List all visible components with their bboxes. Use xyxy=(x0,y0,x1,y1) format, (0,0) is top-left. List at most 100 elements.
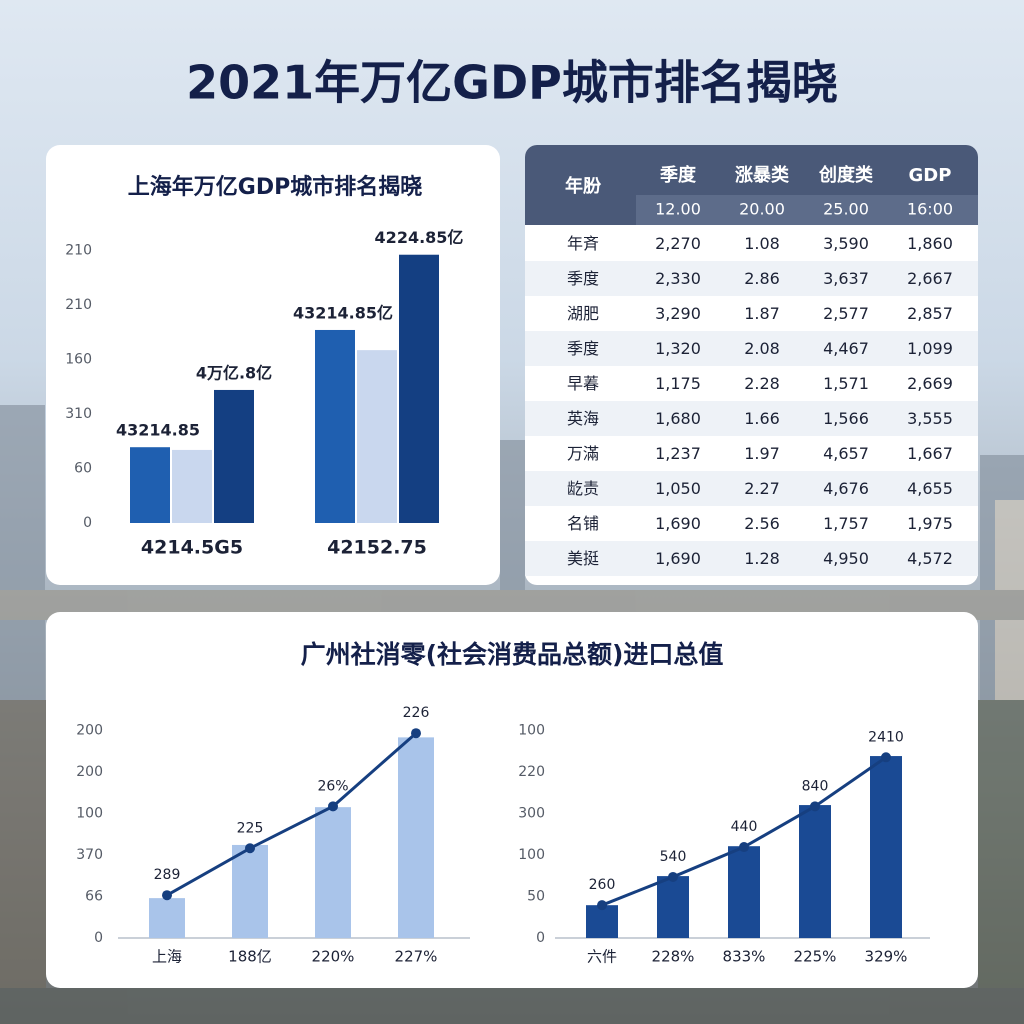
street xyxy=(0,988,1024,1024)
table-cell: 1.87 xyxy=(744,304,780,323)
table-row-bg xyxy=(525,296,978,331)
annotation: 260 xyxy=(589,877,616,893)
table-cell: 2,857 xyxy=(907,304,953,323)
annotation: 4224.85亿 xyxy=(375,228,464,247)
annotation: 289 xyxy=(154,867,181,883)
y-tick-label: 50 xyxy=(527,888,545,904)
table-header: 创度类 xyxy=(818,164,874,186)
panel-title: 广州社消零(社会消费品总额)进口总值 xyxy=(301,640,724,669)
y-tick-label: 100 xyxy=(76,805,103,821)
table-row-bg xyxy=(525,541,978,576)
bar xyxy=(149,898,185,938)
y-tick-label: 200 xyxy=(76,764,103,780)
annotation: 440 xyxy=(731,819,758,835)
x-tick-label: 833% xyxy=(723,948,766,966)
bar xyxy=(232,844,268,938)
table-cell: 季度 xyxy=(567,269,599,288)
skyline xyxy=(0,405,1024,1024)
annotation: 840 xyxy=(802,778,829,794)
table-cell: 湖肥 xyxy=(567,304,599,323)
table-cell: 2,577 xyxy=(823,304,869,323)
y-tick-label: 0 xyxy=(94,930,103,946)
annotation: 4万亿.8亿 xyxy=(196,363,272,382)
y-tick-label: 370 xyxy=(76,847,103,863)
table-cell: 美挺 xyxy=(567,549,599,568)
line-point xyxy=(739,842,749,853)
bar xyxy=(799,805,831,938)
y-tick-label: 210 xyxy=(65,297,92,313)
table-cell: 1,050 xyxy=(655,479,701,498)
table-subheader-bg xyxy=(636,195,978,225)
line-point xyxy=(810,801,820,812)
line xyxy=(166,732,417,897)
table-cell: 4,467 xyxy=(823,339,869,358)
y-tick-label: 160 xyxy=(65,351,92,367)
table-cell: 1,757 xyxy=(823,514,869,533)
annotation: 43214.85 xyxy=(116,421,200,440)
table-subheader: 16:00 xyxy=(907,200,953,219)
table-cell: 4,572 xyxy=(907,549,953,568)
table-row-bg xyxy=(525,331,978,366)
table-cell: 1.97 xyxy=(744,444,780,463)
table-cell: 万滿 xyxy=(567,444,599,463)
y-tick-label: 66 xyxy=(85,888,103,904)
table-cell: 4,657 xyxy=(823,444,869,463)
table-cell: 1,975 xyxy=(907,514,953,533)
table-header: 涨暴类 xyxy=(735,164,790,186)
line-point xyxy=(162,890,172,901)
table-cell: 2.28 xyxy=(744,374,780,393)
table-cell: 早萶 xyxy=(567,374,599,393)
bar xyxy=(172,449,212,523)
table-cell: 1.28 xyxy=(744,549,780,568)
table-cell: 1,690 xyxy=(655,549,701,568)
table-cell: 1,860 xyxy=(907,234,953,253)
table-cell: 英海 xyxy=(567,409,599,428)
table-cell: 2.56 xyxy=(744,514,780,533)
bar xyxy=(657,876,689,938)
x-tick-label: 228% xyxy=(652,948,695,966)
table-row-bg xyxy=(525,226,978,261)
table-subheader: 25.00 xyxy=(823,200,869,219)
x-tick-label: 329% xyxy=(865,948,908,966)
line-point xyxy=(597,900,607,911)
table-row-bg xyxy=(525,471,978,506)
y-tick-label: 0 xyxy=(83,515,92,531)
table-cell: 季度 xyxy=(567,339,599,358)
table-cell: 3,555 xyxy=(907,409,953,428)
table-cell: 年斉 xyxy=(567,234,599,253)
table-row-bg xyxy=(525,506,978,541)
annotation: 540 xyxy=(660,849,687,865)
y-tick-label: 0 xyxy=(536,930,545,946)
city-left xyxy=(0,700,46,1024)
table-cell: 2.08 xyxy=(744,339,780,358)
x-tick-label: 42152.75 xyxy=(327,537,427,559)
x-tick-label: 188亿 xyxy=(228,948,272,966)
table-subheader: 20.00 xyxy=(739,200,785,219)
x-tick-label: 上海 xyxy=(152,948,182,966)
table-cell: 3,637 xyxy=(823,269,869,288)
table-row-bg xyxy=(525,261,978,296)
building xyxy=(500,440,525,610)
table-cell: 1,690 xyxy=(655,514,701,533)
bar xyxy=(357,350,397,523)
annotation: 2410 xyxy=(868,729,904,745)
table-cell: 1,237 xyxy=(655,444,701,463)
x-tick-label: 225% xyxy=(794,948,837,966)
x-tick-label: 220% xyxy=(312,948,355,966)
y-tick-label: 310 xyxy=(65,406,92,422)
x-tick-label: 4214.5G5 xyxy=(141,537,243,559)
table-cell: 3,590 xyxy=(823,234,869,253)
line-point xyxy=(245,843,255,854)
table-cell: 1,566 xyxy=(823,409,869,428)
annotation: 26% xyxy=(317,778,348,794)
table-header: GDP xyxy=(909,165,952,186)
y-tick-label: 300 xyxy=(518,805,545,821)
bar xyxy=(399,254,439,523)
line-point xyxy=(411,728,421,739)
line-point xyxy=(881,752,891,763)
table-cell: 1,175 xyxy=(655,374,701,393)
table-cell: 1,320 xyxy=(655,339,701,358)
bar xyxy=(315,807,351,938)
